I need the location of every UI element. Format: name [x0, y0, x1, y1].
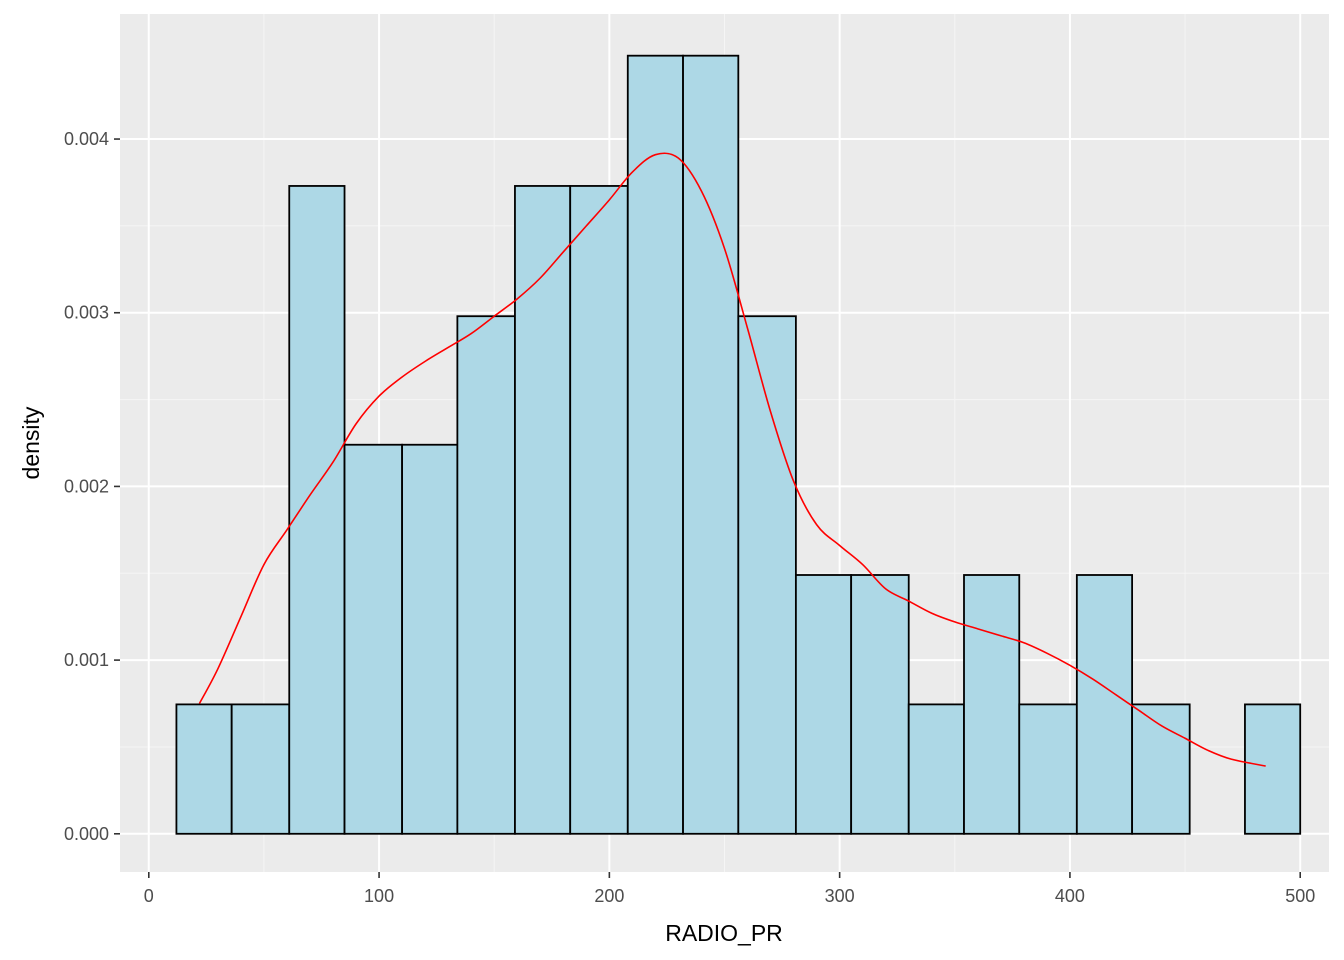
histogram-bar: [343, 443, 403, 835]
histogram-bar: [569, 185, 629, 835]
histogram-bars: [175, 54, 1302, 835]
histogram-bar: [626, 54, 684, 835]
histogram-bar: [456, 315, 516, 835]
histogram-bar: [682, 54, 740, 835]
x-axis-ticks: 0 100 200 300 400 500: [144, 872, 1315, 906]
y-tick-label: 0.000: [64, 824, 109, 844]
histogram-bar: [1075, 574, 1134, 835]
histogram-bar: [175, 703, 233, 835]
x-tick-label: 400: [1055, 886, 1085, 906]
histogram-bar: [963, 574, 1021, 835]
histogram-bar: [907, 703, 965, 835]
x-axis-title: RADIO_PR: [665, 920, 783, 946]
y-axis-ticks: 0.000 0.001 0.002 0.003 0.004: [64, 129, 120, 844]
y-axis-title: density: [18, 406, 44, 479]
histogram-bar: [1131, 703, 1191, 835]
x-tick-label: 0: [144, 886, 154, 906]
y-tick-label: 0.004: [64, 129, 109, 149]
histogram-bar: [737, 315, 797, 835]
histogram-bar: [230, 703, 291, 835]
x-tick-label: 100: [364, 886, 394, 906]
y-tick-label: 0.001: [64, 650, 109, 670]
histogram-bar: [401, 443, 459, 835]
y-tick-label: 0.003: [64, 303, 109, 323]
y-tick-label: 0.002: [64, 476, 109, 496]
x-tick-label: 500: [1285, 886, 1315, 906]
x-tick-label: 200: [594, 886, 624, 906]
histogram-bar: [850, 574, 910, 835]
histogram-bar: [514, 185, 572, 835]
histogram-bar: [288, 185, 346, 835]
density-curve: [198, 152, 1266, 767]
histogram-bar: [1018, 703, 1078, 835]
histogram-bar: [1244, 703, 1302, 835]
histogram-bar: [794, 574, 853, 835]
x-tick-label: 300: [825, 886, 855, 906]
